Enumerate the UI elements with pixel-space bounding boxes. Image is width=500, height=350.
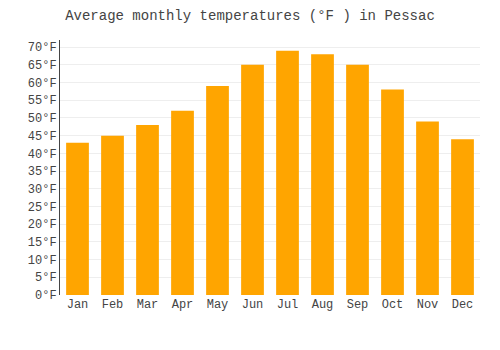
svg-text:Apr: Apr [172,298,194,312]
svg-text:55°F: 55°F [28,94,57,108]
svg-text:Jan: Jan [67,298,89,312]
svg-text:35°F: 35°F [28,165,57,179]
svg-text:Average monthly temperatures (: Average monthly temperatures (°F ) in Pe… [65,8,435,24]
svg-text:60°F: 60°F [28,77,57,91]
svg-text:Sep: Sep [347,298,369,312]
svg-text:Mar: Mar [137,298,159,312]
svg-text:Jul: Jul [277,298,299,312]
svg-text:Nov: Nov [417,298,439,312]
svg-text:70°F: 70°F [28,41,57,55]
svg-text:Jun: Jun [242,298,264,312]
svg-text:25°F: 25°F [28,201,57,215]
svg-text:45°F: 45°F [28,130,57,144]
svg-text:10°F: 10°F [28,254,57,268]
svg-text:50°F: 50°F [28,112,57,126]
svg-text:5°F: 5°F [35,271,57,285]
svg-text:0°F: 0°F [35,289,57,303]
svg-text:20°F: 20°F [28,218,57,232]
svg-text:Aug: Aug [312,298,334,312]
svg-text:Dec: Dec [452,298,474,312]
svg-text:15°F: 15°F [28,236,57,250]
svg-text:Feb: Feb [102,298,124,312]
svg-text:40°F: 40°F [28,148,57,162]
svg-text:Oct: Oct [382,298,404,312]
svg-text:30°F: 30°F [28,183,57,197]
svg-text:May: May [207,298,229,312]
svg-text:65°F: 65°F [28,59,57,73]
